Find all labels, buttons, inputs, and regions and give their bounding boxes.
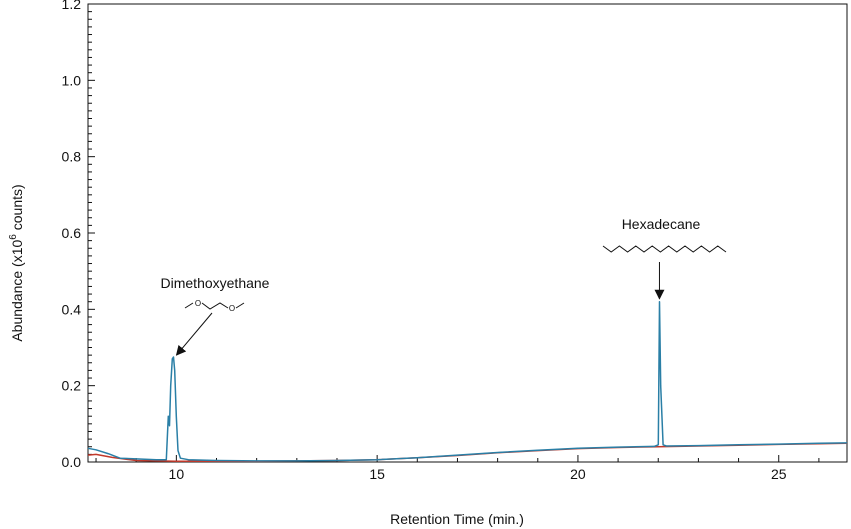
y-tick-label: 0.0	[62, 454, 82, 470]
dimethoxyethane-arrow	[175, 312, 213, 356]
annotations	[175, 262, 665, 356]
series-group	[87, 300, 848, 462]
structure-oxygen-2: O	[229, 304, 235, 313]
y-axis: 0.0 0.2 0.4 0.6 0.8 1.0 1.2	[62, 0, 95, 470]
y-axis-title-main: Abundance (x10	[9, 239, 25, 341]
x-tick-label: 20	[570, 466, 586, 482]
y-tick-label: 0.6	[62, 225, 82, 241]
y-tick-label: 0.8	[62, 149, 82, 165]
dimethoxyethane-label: Dimethoxyethane	[161, 275, 270, 291]
y-tick-label: 1.0	[62, 72, 82, 88]
x-tick-label: 10	[169, 466, 185, 482]
hexadecane-structure	[602, 245, 727, 253]
dimethoxyethane-structure	[184, 302, 245, 310]
y-tick-label: 0.4	[62, 301, 82, 317]
y-axis-title-tail: counts)	[9, 184, 25, 234]
y-axis-title: Abundance (x106 counts)	[8, 184, 25, 341]
y-axis-title-exponent: 6	[8, 234, 19, 240]
y-tick-label: 1.2	[62, 0, 82, 12]
series-line-blue	[87, 300, 848, 462]
hexadecane-label: Hexadecane	[622, 216, 701, 232]
plot-frame	[87, 3, 848, 463]
series-line-red	[87, 442, 848, 462]
plot-area-border	[87, 3, 848, 463]
x-tick-label: 15	[369, 466, 385, 482]
x-axis-title: Retention Time (min.)	[390, 511, 524, 527]
x-axis: 10 15 20 25	[95, 455, 820, 482]
y-tick-label: 0.2	[62, 378, 82, 394]
structure-oxygen-1: O	[195, 299, 201, 308]
x-tick-label: 25	[771, 466, 787, 482]
